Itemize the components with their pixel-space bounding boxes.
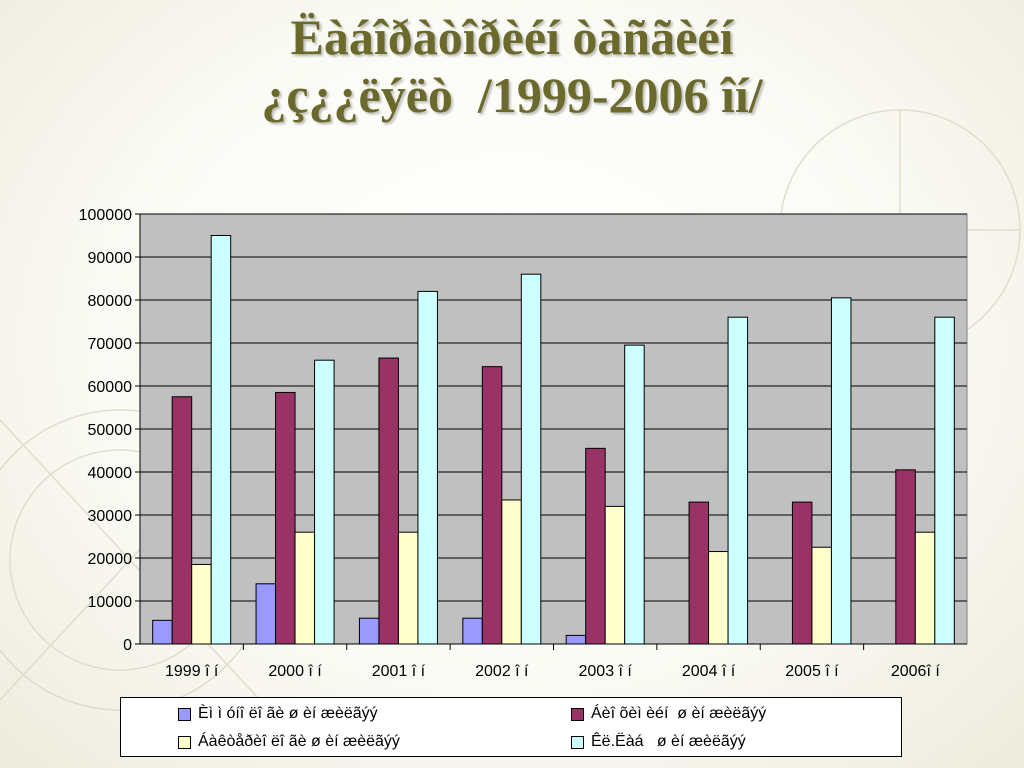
bar-series-4: [520, 273, 542, 645]
x-tick-label: 2002 î í: [475, 663, 529, 680]
bar-series-2: [688, 501, 710, 645]
x-tick-label: 2006î í: [891, 663, 940, 680]
y-tick-label: 50000: [88, 422, 133, 439]
bar-series-2: [895, 469, 916, 645]
bar-series-3: [914, 531, 936, 645]
x-tick-label: 2001 î í: [372, 663, 426, 680]
legend-label-series-3: Áàêòåðèî ëî ãè ø èí æèëãýý: [198, 733, 400, 750]
y-tick-label: 20000: [88, 551, 133, 568]
legend-swatch-series-4: [571, 736, 584, 749]
x-tick-label: 2004 î í: [682, 663, 736, 680]
bar-series-3: [397, 531, 419, 645]
bar-series-1: [462, 617, 483, 645]
chart-legend: Èì ì óíî ëî ãè ø èí æèëãýý Áèî õèì èéí ø…: [120, 697, 902, 757]
bar-series-2: [171, 396, 193, 645]
y-tick-label: 70000: [88, 336, 133, 353]
bar-series-2: [585, 447, 606, 645]
bar-series-4: [624, 344, 645, 645]
legend-label-series-1: Èì ì óíî ëî ãè ø èí æèëãýý: [198, 705, 378, 722]
x-tick-label: 2005 î í: [785, 663, 839, 680]
bar-series-4: [830, 297, 852, 645]
legend-swatch-series-2: [571, 708, 584, 721]
bar-series-1: [255, 583, 277, 645]
bar-series-3: [708, 551, 729, 645]
bar-series-4: [934, 316, 955, 645]
slide-title-line-2: ¿ç¿¿ëýëò /1999-2006 îí/: [261, 67, 763, 123]
bar-series-1: [358, 617, 380, 645]
bar-series-1: [565, 634, 587, 645]
y-tick-label: 80000: [88, 293, 133, 310]
y-tick-label: 30000: [88, 508, 133, 525]
legend-swatch-series-3: [178, 736, 191, 749]
y-tick-label: 100000: [79, 207, 132, 224]
y-tick-label: 40000: [88, 465, 133, 482]
x-tick-label: 1999 î í: [165, 663, 219, 680]
y-tick-label: 90000: [88, 250, 133, 267]
bar-series-4: [417, 290, 438, 645]
bar-series-3: [294, 531, 316, 645]
legend-label-series-2: Áèî õèì èéí ø èí æèëãýý: [591, 705, 767, 722]
x-tick-label: 2000 î í: [268, 663, 322, 680]
bar-series-3: [501, 499, 522, 645]
bar-series-2: [791, 501, 813, 645]
bar-series-4: [314, 359, 335, 645]
bar-series-3: [604, 505, 626, 645]
y-tick-label: 60000: [88, 379, 133, 396]
slide-title: Ëàáîðàòîðèéí òàñãèéí ¿ç¿¿ëýëò /1999-2006…: [0, 8, 1024, 124]
slide-title-line-1: Ëàáîðàòîðèéí òàñãèéí: [290, 9, 734, 65]
bar-series-4: [210, 235, 232, 645]
bar-series-2: [378, 357, 399, 645]
bar-series-3: [191, 563, 212, 645]
x-tick-label: 2003 î í: [579, 663, 633, 680]
bar-series-2: [275, 391, 296, 645]
y-tick-label: 10000: [88, 594, 133, 611]
bar-series-1: [152, 619, 173, 645]
legend-swatch-series-1: [178, 708, 191, 721]
bar-series-3: [811, 546, 832, 645]
legend-label-series-4: Êë.Ëàá ø èí æèëãýý: [591, 733, 746, 750]
bar-series-4: [727, 316, 749, 645]
y-tick-label: 0: [123, 637, 132, 654]
bar-series-2: [481, 366, 503, 645]
